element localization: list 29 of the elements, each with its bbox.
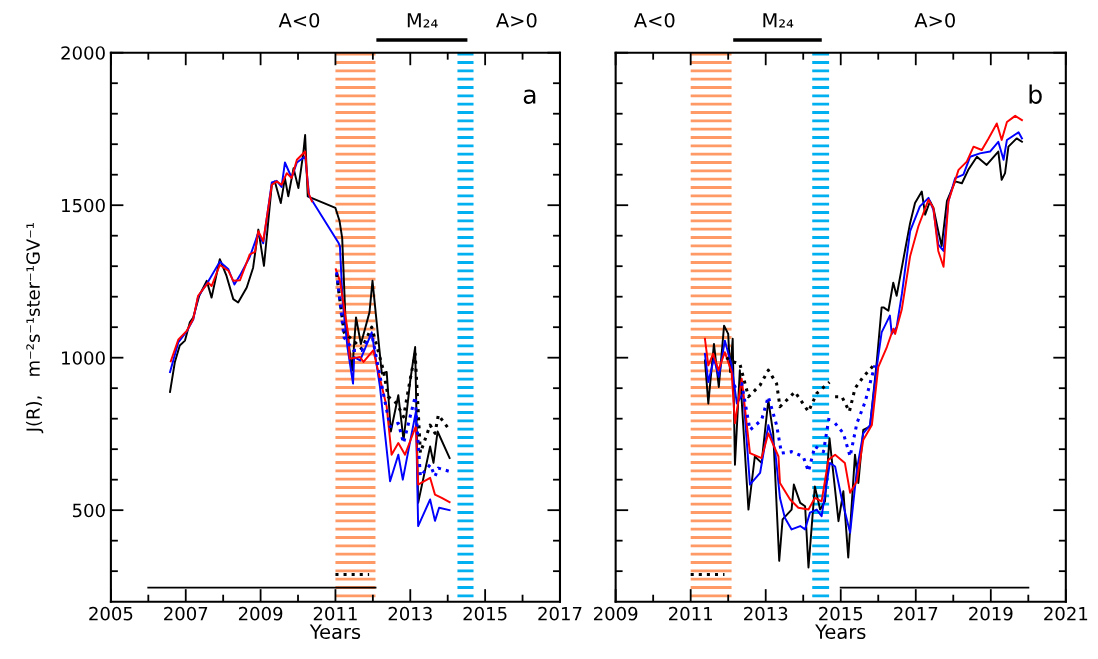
text: M₂₄	[407, 13, 438, 28]
text: A<0	[633, 12, 675, 28]
text: M₂₄	[763, 13, 794, 28]
text: A<0	[278, 12, 320, 28]
x-tick-label: 2005	[89, 606, 133, 621]
annotation: b	[1029, 84, 1042, 104]
x-tick-label: 2011	[669, 606, 712, 621]
text: A>0	[496, 12, 537, 28]
x-axis-title: Years	[309, 624, 361, 640]
x-tick-label: 2015	[463, 606, 507, 621]
y-tick-label: 500	[72, 503, 105, 518]
x-tick-label: 2011	[313, 606, 357, 621]
y-tick-label: 2000	[61, 46, 105, 60]
y-tick-label: 1500	[62, 198, 105, 213]
x-tick-label: 2017	[894, 606, 938, 621]
x-tick-label: 2017	[538, 606, 582, 621]
x-tick-label: 2015	[819, 606, 863, 621]
x-tick-label: 2009	[594, 606, 638, 621]
x-tick-label: 2021	[1044, 606, 1088, 621]
y-tick-label: 1000	[62, 351, 105, 365]
annotation: a	[523, 89, 536, 104]
y-axis-title: J(R), m⁻²s⁻¹ster⁻¹GV⁻¹	[25, 223, 44, 434]
text: A>0	[914, 12, 955, 28]
x-tick-label: 2007	[164, 606, 208, 621]
x-tick-label: 2013	[744, 606, 788, 621]
x-axis-title: Years	[815, 624, 866, 640]
x-tick-label: 2013	[388, 606, 432, 621]
x-tick-label: 2019	[969, 606, 1013, 621]
x-tick-label: 2009	[238, 606, 283, 621]
